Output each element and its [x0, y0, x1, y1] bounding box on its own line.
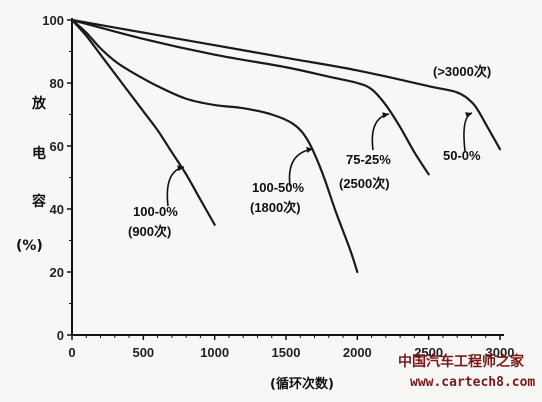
y-axis-label-char-1: 放	[31, 95, 47, 112]
y-tick-label: 100	[42, 13, 64, 28]
annotation-100-50-cycles: (1800次)	[250, 200, 301, 215]
x-tick-label: 0	[68, 345, 75, 360]
x-tick-label: 3000	[486, 345, 515, 360]
y-axis-label-char-3: 容	[31, 193, 46, 210]
annotation-gt3000: (>3000次)	[433, 64, 491, 79]
x-tick-label: 2000	[343, 345, 372, 360]
annotation-arrow-1	[166, 166, 185, 207]
y-axis-label-char-2: 电	[32, 145, 46, 162]
x-tick-label: 1500	[272, 345, 301, 360]
annotation-100-50: 100-50%	[252, 180, 304, 195]
x-tick-label: 2500	[414, 345, 443, 360]
annotation-arrowhead-1	[177, 165, 184, 172]
curves	[70, 18, 502, 274]
series-line-1	[70, 18, 216, 226]
annotation-arrows	[166, 112, 473, 207]
labels: 放 电 容 量 (%) (循环次数) 100-0% (900次) 100-50%…	[16, 64, 535, 392]
watermark-line-1: 中国汽车工程师之家	[398, 353, 525, 370]
series-line-4	[70, 18, 502, 151]
annotation-100-0-cycles: (900次)	[128, 224, 171, 239]
y-tick-label: 60	[50, 139, 64, 154]
y-axis-unit: (%)	[16, 238, 43, 254]
y-tick-label: 20	[50, 265, 64, 280]
annotation-75-25: 75-25%	[346, 152, 391, 167]
y-tick-label: 80	[50, 76, 64, 91]
annotation-arrowhead-4	[465, 112, 472, 119]
annotation-75-25-cycles: (2500次)	[339, 176, 390, 191]
series-line-2	[70, 18, 359, 274]
y-tick-label: 0	[57, 328, 64, 343]
x-axis-label: (循环次数)	[270, 376, 334, 392]
ticks: 0 500 1000 1500 2000 2500 3000 0 20 40 60 80 100	[42, 13, 514, 360]
annotation-arrow-4	[463, 112, 473, 152]
annotation-arrowhead-2	[306, 146, 313, 153]
annotation-arrowhead-3	[382, 112, 389, 119]
y-tick-label: 40	[50, 202, 64, 217]
watermark-line-2: www.cartech8.com	[410, 375, 535, 390]
annotation-50-0: 50-0%	[443, 148, 481, 163]
series-line-3	[70, 18, 430, 176]
annotation-100-0: 100-0%	[133, 204, 178, 219]
x-tick-label: 1000	[200, 345, 229, 360]
annotation-arrow-3	[371, 113, 390, 151]
x-tick-label: 500	[132, 345, 154, 360]
